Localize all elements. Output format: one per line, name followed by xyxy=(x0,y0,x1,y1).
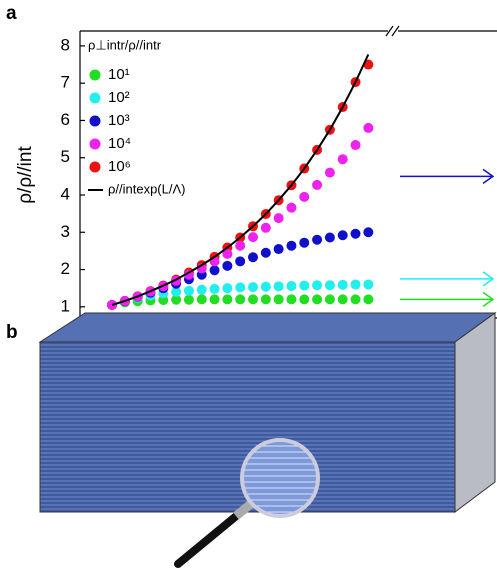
data-point xyxy=(351,279,361,289)
data-point xyxy=(286,241,296,251)
data-point xyxy=(184,295,194,305)
data-point xyxy=(312,294,322,304)
legend-marker xyxy=(90,116,101,127)
data-point xyxy=(235,294,245,304)
data-point xyxy=(210,294,220,304)
y-tick-label: 6 xyxy=(61,110,70,129)
y-tick-label: 5 xyxy=(61,147,70,166)
plot: 123456780.00.51.01.52.010³10³L/Λρ/ρ//int… xyxy=(15,35,493,360)
data-point xyxy=(312,235,322,245)
data-point xyxy=(312,180,322,190)
data-point xyxy=(222,283,232,293)
data-point xyxy=(363,123,373,133)
data-point xyxy=(363,227,373,237)
legend-label: 10⁴ xyxy=(108,135,131,152)
data-point xyxy=(338,294,348,304)
legend-marker xyxy=(90,93,101,104)
y-tick-label: 2 xyxy=(61,259,70,278)
data-point xyxy=(261,248,271,258)
data-point xyxy=(222,294,232,304)
data-point xyxy=(325,280,335,290)
data-point xyxy=(286,294,296,304)
data-point xyxy=(351,294,361,304)
y-axis-label: ρ/ρ//int xyxy=(15,146,36,204)
legend-label: 10⁶ xyxy=(108,158,131,175)
legend-marker xyxy=(90,70,101,81)
data-point xyxy=(312,280,322,290)
data-point xyxy=(351,229,361,239)
legend-label: ρ//intexp(L/Λ) xyxy=(108,181,186,196)
illustration xyxy=(40,313,495,564)
data-point xyxy=(210,284,220,294)
data-point xyxy=(299,238,309,248)
fit-line xyxy=(112,55,368,306)
data-point xyxy=(248,252,258,262)
data-point xyxy=(299,281,309,291)
data-point xyxy=(286,203,296,213)
data-point xyxy=(274,281,284,291)
data-point xyxy=(261,223,271,233)
y-tick-label: 4 xyxy=(61,184,70,203)
data-point xyxy=(261,294,271,304)
data-point xyxy=(325,232,335,242)
y-tick-label: 1 xyxy=(61,296,70,315)
y-tick-label: 8 xyxy=(61,35,70,54)
data-point xyxy=(363,294,373,304)
data-point xyxy=(299,192,309,202)
data-point xyxy=(338,280,348,290)
data-point xyxy=(235,241,245,251)
legend-marker xyxy=(90,162,101,173)
data-point xyxy=(274,244,284,254)
data-point xyxy=(197,294,207,304)
figure: a b 123456780.00.51.01.52.010³10³L/Λρ/ρ/… xyxy=(0,0,497,569)
legend-label: 10¹ xyxy=(108,66,130,83)
data-point xyxy=(274,294,284,304)
legend-marker xyxy=(90,139,101,150)
data-point xyxy=(197,285,207,295)
data-point xyxy=(222,261,232,271)
data-point xyxy=(338,230,348,240)
data-point xyxy=(235,256,245,266)
data-point xyxy=(338,154,348,164)
y-tick-label: 3 xyxy=(61,222,70,241)
data-point xyxy=(363,279,373,289)
legend-title: ρ⊥intr/ρ//intr xyxy=(88,37,162,52)
data-point xyxy=(248,232,258,242)
data-point xyxy=(248,282,258,292)
data-point xyxy=(351,140,361,150)
panel-label: b xyxy=(6,322,18,343)
data-point xyxy=(248,294,258,304)
data-point xyxy=(261,282,271,292)
data-point xyxy=(184,286,194,296)
legend-label: 10³ xyxy=(108,112,130,129)
data-point xyxy=(325,168,335,178)
panel-label: a xyxy=(6,3,17,24)
data-point xyxy=(286,281,296,291)
data-point xyxy=(325,294,335,304)
legend-label: 10² xyxy=(108,89,130,106)
data-point xyxy=(274,213,284,223)
data-point xyxy=(210,265,220,275)
data-point xyxy=(235,282,245,292)
y-tick-label: 7 xyxy=(61,73,70,92)
data-point xyxy=(299,294,309,304)
